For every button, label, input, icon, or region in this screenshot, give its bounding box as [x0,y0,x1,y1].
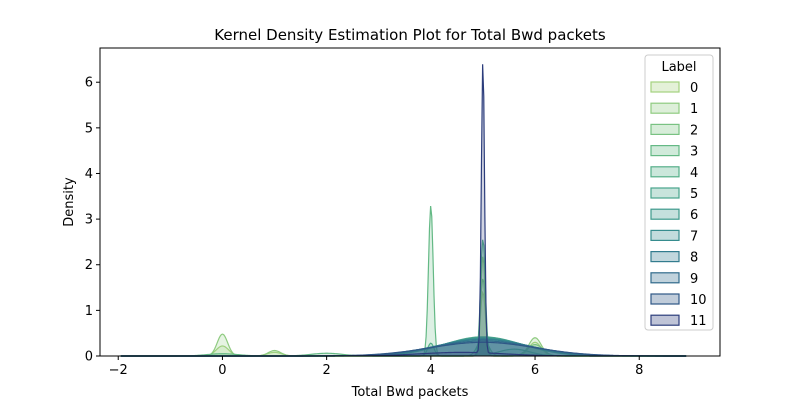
legend: Label 0 1 2 3 4 5 6 7 8 9 10 11 [644,54,714,331]
x-tick-label: 2 [322,363,330,378]
x-tick-label: 8 [635,363,643,378]
legend-swatch-8 [650,251,680,263]
legend-label-1: 1 [690,102,698,117]
legend-label-11: 11 [690,314,707,329]
density-line-0 [120,290,687,357]
y-tick-label: 3 [85,213,93,228]
density-fill-6 [120,337,687,356]
x-tick-label: −2 [109,363,128,378]
density-fill-8 [120,339,687,356]
legend-label-9: 9 [690,272,698,287]
y-tick-label: 2 [85,258,93,273]
density-line-1 [120,256,687,357]
density-fill-2 [120,278,687,356]
chart-title: Kernel Density Estimation Plot for Total… [214,26,606,44]
density-fill-7 [120,338,687,356]
legend-title: Label [661,60,696,75]
legend-swatch-2 [650,123,680,136]
legend-swatch-9 [650,272,680,284]
density-fill-10 [120,342,687,356]
y-tick-label: 1 [85,304,93,319]
density-fill-5 [120,336,687,356]
density-line-4 [120,239,687,357]
legend-swatch-7 [650,229,680,241]
legend-label-7: 7 [690,229,698,244]
legend-swatch-11 [650,314,680,326]
y-tick-label: 4 [85,167,93,182]
legend-label-5: 5 [690,187,698,202]
legend-label-3: 3 [690,145,698,160]
legend-swatch-10 [650,293,680,305]
x-axis: −2 0 2 4 6 8 [109,356,643,378]
legend-swatch-5 [650,187,680,199]
x-tick-label: 0 [218,363,226,378]
density-fill-4 [120,239,687,356]
density-fill-0 [120,292,687,356]
legend-label-2: 2 [690,123,698,138]
legend-swatch-4 [650,166,680,178]
y-tick-label: 0 [85,350,93,365]
legend-label-4: 4 [690,166,698,181]
legend-swatch-1 [650,102,680,114]
plot-frame [99,47,721,357]
legend-label-0: 0 [690,81,698,96]
x-tick-label: 6 [531,363,539,378]
density-fill-3 [120,206,687,356]
x-tick-label: 4 [427,363,435,378]
legend-label-10: 10 [690,293,707,308]
density-fill-1 [120,256,687,356]
density-fill-9 [120,340,687,356]
density-line-2 [120,278,687,357]
legend-items: 0 1 2 3 4 5 6 7 8 9 10 11 [650,81,707,329]
legend-label-8: 8 [690,251,698,266]
y-tick-label: 6 [85,76,93,91]
legend-label-6: 6 [690,208,698,223]
legend-swatch-3 [650,145,680,157]
density-fill-11 [120,64,687,356]
y-axis-label: Density [62,177,77,227]
x-axis-label: Total Bwd packets [351,385,469,400]
density-line-11 [120,64,687,357]
plot-area [120,64,687,357]
legend-swatch-0 [650,81,680,93]
legend-swatch-6 [650,208,680,220]
y-axis: 0 1 2 3 4 5 6 [85,76,100,365]
y-tick-label: 5 [85,121,93,136]
density-line-3 [120,206,687,357]
